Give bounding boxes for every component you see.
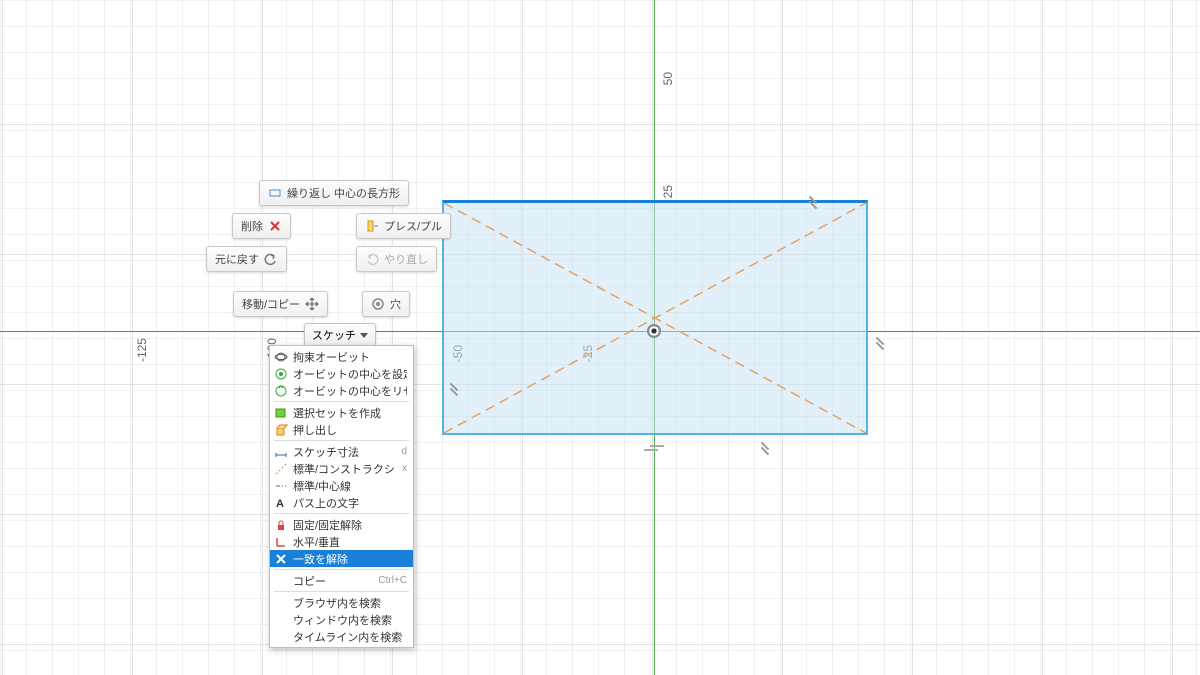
- undo-button[interactable]: 元に戻す: [206, 246, 287, 272]
- orbit-center-icon: [274, 367, 288, 381]
- centerline-icon: [274, 479, 288, 493]
- menu-separator: [274, 591, 409, 592]
- press-pull-button[interactable]: プレス/プル: [356, 213, 451, 239]
- menu-item-label: ウィンドウ内を検索: [293, 612, 407, 628]
- axis-tick: -125: [135, 338, 149, 362]
- button-label: 繰り返し 中心の長方形: [287, 185, 400, 201]
- menu-item[interactable]: 水平/垂直: [270, 533, 413, 550]
- button-label: 元に戻す: [215, 251, 259, 267]
- constraint-glyph: [875, 338, 889, 352]
- context-menu: 拘束オービットオービットの中心を設定オービットの中心をリセット選択セットを作成押…: [269, 345, 414, 648]
- menu-item-label: パス上の文字: [293, 495, 407, 511]
- orbit-icon: [274, 350, 288, 364]
- move-copy-button[interactable]: 移動/コピー: [233, 291, 328, 317]
- button-label: 削除: [241, 218, 263, 234]
- menu-separator: [274, 401, 409, 402]
- chevron-down-icon: [360, 333, 368, 338]
- menu-separator: [274, 513, 409, 514]
- menu-item-label: 拘束オービット: [293, 349, 407, 365]
- button-label: プレス/プル: [384, 218, 442, 234]
- construction-icon: [274, 462, 288, 476]
- menu-item[interactable]: ブラウザ内を検索: [270, 594, 413, 611]
- origin-point[interactable]: [648, 325, 660, 337]
- menu-item[interactable]: ウィンドウ内を検索: [270, 611, 413, 628]
- redo-button[interactable]: やり直し: [356, 246, 437, 272]
- menu-item-label: 押し出し: [293, 422, 407, 438]
- menu-item[interactable]: オービットの中心を設定: [270, 365, 413, 382]
- redo-icon: [365, 252, 379, 266]
- hole-button[interactable]: 穴: [362, 291, 410, 317]
- close-icon: [268, 219, 282, 233]
- menu-shortcut: d: [401, 446, 407, 457]
- menu-item-label: 選択セットを作成: [293, 405, 407, 421]
- menu-item-label: 一致を解除: [293, 551, 407, 567]
- menu-item[interactable]: タイムライン内を検索: [270, 628, 413, 645]
- menu-item[interactable]: 拘束オービット: [270, 348, 413, 365]
- menu-item[interactable]: 標準/中心線: [270, 477, 413, 494]
- menu-shortcut: Ctrl+C: [378, 575, 407, 586]
- constraint-glyph: [644, 445, 664, 455]
- menu-item-label: スケッチ寸法: [293, 444, 396, 460]
- press-pull-icon: [365, 219, 379, 233]
- axis-tick: 25: [661, 185, 675, 198]
- extrude-icon: [274, 423, 288, 437]
- undo-icon: [264, 252, 278, 266]
- svg-text:A: A: [276, 498, 284, 510]
- axis-tick: 50: [661, 72, 675, 85]
- menu-item[interactable]: A パス上の文字: [270, 494, 413, 511]
- coincident-icon: [274, 552, 288, 566]
- menu-item[interactable]: 標準/コンストラクション x: [270, 460, 413, 477]
- constraint-glyph: [808, 197, 822, 211]
- button-label: やり直し: [384, 251, 428, 267]
- repeat-center-rectangle-button[interactable]: 繰り返し 中心の長方形: [259, 180, 409, 206]
- menu-item[interactable]: スケッチ寸法 d: [270, 443, 413, 460]
- menu-item[interactable]: 選択セットを作成: [270, 404, 413, 421]
- menu-item[interactable]: オービットの中心をリセット: [270, 382, 413, 399]
- blank-icon: [274, 596, 288, 610]
- button-label: 移動/コピー: [242, 296, 300, 312]
- blank-icon: [274, 613, 288, 627]
- menu-item-label: 水平/垂直: [293, 534, 407, 550]
- menu-item[interactable]: 固定/固定解除: [270, 516, 413, 533]
- menu-item-label: 固定/固定解除: [293, 517, 407, 533]
- move-icon: [305, 297, 319, 311]
- lock-icon: [274, 518, 288, 532]
- rectangle-icon: [268, 186, 282, 200]
- constraint-glyph: [449, 384, 463, 398]
- menu-item-label: オービットの中心をリセット: [293, 383, 407, 399]
- menu-item-label: オービットの中心を設定: [293, 366, 407, 382]
- hv-icon: [274, 535, 288, 549]
- menu-item-label: ブラウザ内を検索: [293, 595, 407, 611]
- button-label: 穴: [390, 296, 401, 312]
- hole-icon: [371, 297, 385, 311]
- blank-icon: [274, 630, 288, 644]
- menu-item[interactable]: 一致を解除: [270, 550, 413, 567]
- menu-separator: [274, 569, 409, 570]
- dim-icon: [274, 445, 288, 459]
- dropdown-label: スケッチ: [312, 327, 356, 343]
- delete-button[interactable]: 削除: [232, 213, 291, 239]
- text-icon: A: [274, 496, 288, 510]
- menu-item[interactable]: コピー Ctrl+C: [270, 572, 413, 589]
- menu-item[interactable]: 押し出し: [270, 421, 413, 438]
- selset-icon: [274, 406, 288, 420]
- menu-shortcut: x: [402, 463, 407, 474]
- sketch-rectangle[interactable]: [442, 200, 868, 435]
- menu-item-label: コピー: [293, 573, 373, 589]
- menu-item-label: タイムライン内を検索: [293, 629, 407, 645]
- orbit-reset-icon: [274, 384, 288, 398]
- sketch-dropdown[interactable]: スケッチ: [304, 323, 376, 347]
- constraint-glyph: [760, 443, 774, 457]
- menu-item-label: 標準/中心線: [293, 478, 407, 494]
- menu-item-label: 標準/コンストラクション: [293, 461, 397, 477]
- menu-separator: [274, 440, 409, 441]
- blank-icon: [274, 574, 288, 588]
